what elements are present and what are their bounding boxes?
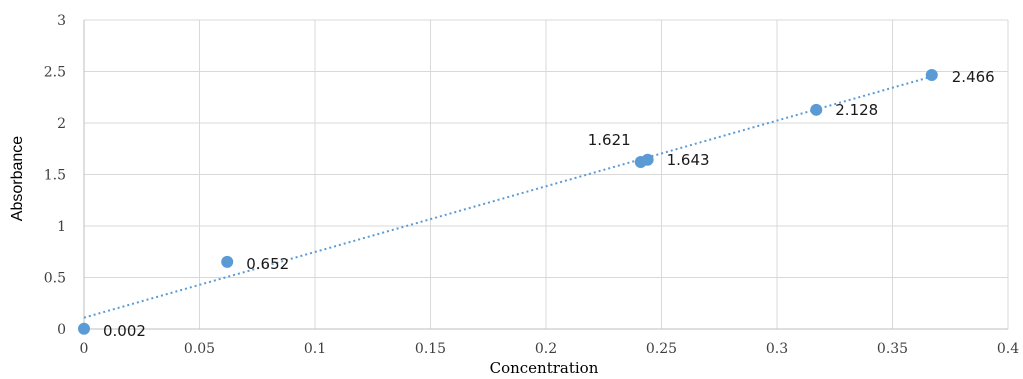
axes <box>83 20 1008 330</box>
data-point <box>221 255 234 268</box>
data-label: 0.652 <box>246 255 289 273</box>
x-tick-label: 0.1 <box>304 341 326 357</box>
y-tick-label: 3 <box>57 13 66 29</box>
data-point <box>810 103 823 116</box>
x-tick-label: 0.05 <box>184 341 215 357</box>
x-tick-label: 0.4 <box>997 341 1019 357</box>
data-points <box>78 69 938 335</box>
y-tick-label: 2 <box>57 116 66 132</box>
data-label: 2.128 <box>835 101 878 119</box>
data-label: 0.002 <box>103 322 146 340</box>
x-axis-title: Concentration <box>490 359 599 377</box>
y-tick-label: 1 <box>57 219 66 235</box>
y-tick-label: 2.5 <box>44 65 66 81</box>
data-label: 2.466 <box>952 68 995 86</box>
data-point <box>641 153 654 166</box>
data-label: 1.643 <box>667 151 710 169</box>
y-tick-label: 0 <box>57 322 66 338</box>
x-tick-label: 0.35 <box>877 341 908 357</box>
y-tick-label: 0.5 <box>44 271 66 287</box>
data-point <box>78 322 90 335</box>
tick-labels: 00.511.522.530 0.05 0.1 0.15 0.2 0.25 0.3 0.35 0… <box>44 13 1019 357</box>
data-point <box>925 69 938 82</box>
x-tick-label: 0.25 <box>646 341 677 357</box>
trendline-group <box>83 73 939 319</box>
data-labels: 0.002 0.652 1.621 1.643 2.128 2.466 <box>103 68 995 340</box>
x-tick-label: 0.3 <box>766 341 788 357</box>
y-axis-title: Absorbance <box>9 136 26 221</box>
x-tick-label: 0.2 <box>535 341 557 357</box>
x-tick-label: 0 <box>80 341 89 357</box>
data-label: 1.621 <box>588 131 631 149</box>
y-tick-label: 1.5 <box>44 168 66 184</box>
x-tick-label: 0.15 <box>415 341 446 357</box>
linear-trendline <box>83 73 939 319</box>
grid <box>84 19 1009 329</box>
